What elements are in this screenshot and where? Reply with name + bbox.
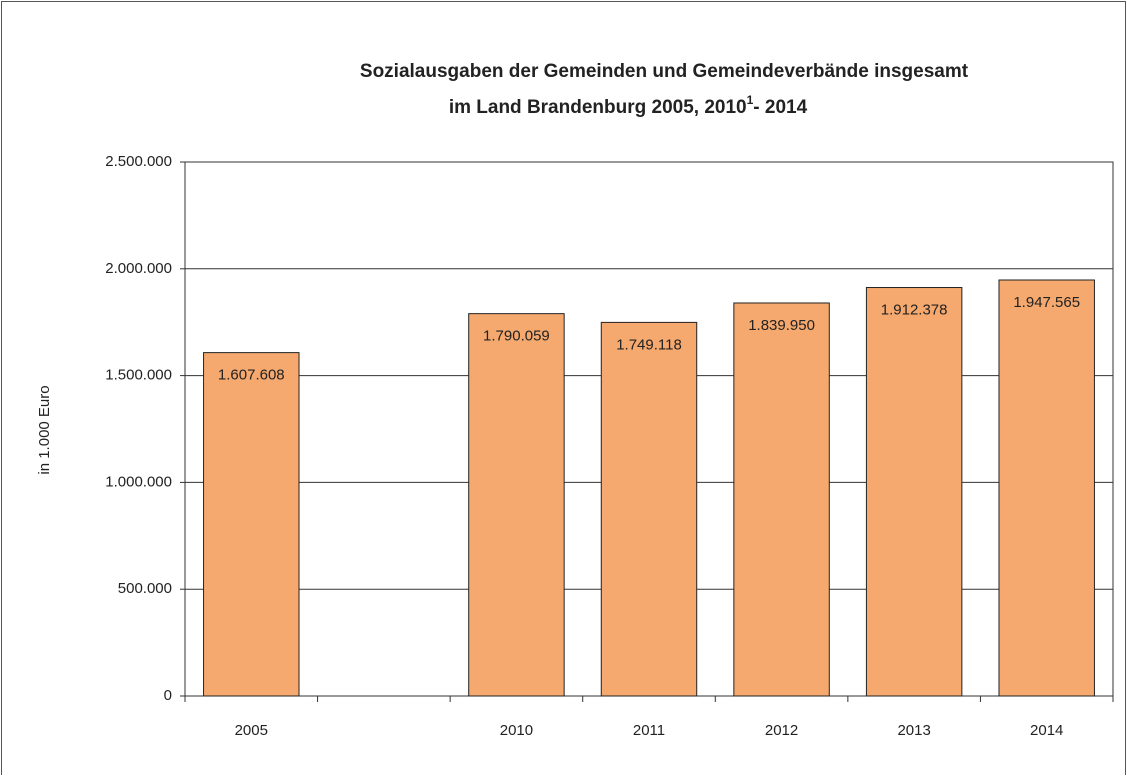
title-footnote-mark: 1: [747, 93, 754, 107]
x-tick-label: 2012: [765, 722, 798, 739]
bar: [468, 313, 565, 697]
y-tick-label: 2.000.000: [105, 260, 172, 277]
title-part: - 2014: [753, 97, 807, 118]
y-tick-label: 0: [164, 687, 172, 704]
bar: [203, 352, 300, 697]
y-tick-label: 1.000.000: [105, 473, 172, 490]
title-part: im Land Brandenburg 2005, 2010: [449, 97, 747, 118]
x-tick-label: 2013: [897, 722, 930, 739]
y-tick-label: 2.500.000: [105, 153, 172, 170]
y-tick-label: 1.500.000: [105, 367, 172, 384]
data-label: 1.947.565: [1013, 294, 1080, 311]
x-tick-label: 2010: [500, 722, 533, 739]
chart-title: im Land Brandenburg 2005, 20101- 2014: [449, 93, 808, 118]
data-label: 1.912.378: [881, 301, 948, 318]
chart-title: Sozialausgaben der Gemeinden und Gemeind…: [360, 61, 969, 82]
data-label: 1.749.118: [616, 336, 682, 353]
bar: [600, 321, 698, 697]
x-tick-label: 2011: [633, 722, 665, 739]
bar: [998, 279, 1095, 697]
y-axis-title: in 1.000 Euro: [36, 385, 53, 474]
bar: [733, 302, 830, 697]
data-label: 1.839.950: [748, 317, 815, 334]
bar: [865, 287, 963, 697]
x-tick-label: 2005: [235, 722, 268, 739]
x-tick-label: 2014: [1030, 722, 1063, 739]
data-label: 1.790.059: [483, 328, 550, 345]
data-label: 1.607.608: [218, 367, 285, 384]
y-tick-label: 500.000: [118, 580, 172, 597]
